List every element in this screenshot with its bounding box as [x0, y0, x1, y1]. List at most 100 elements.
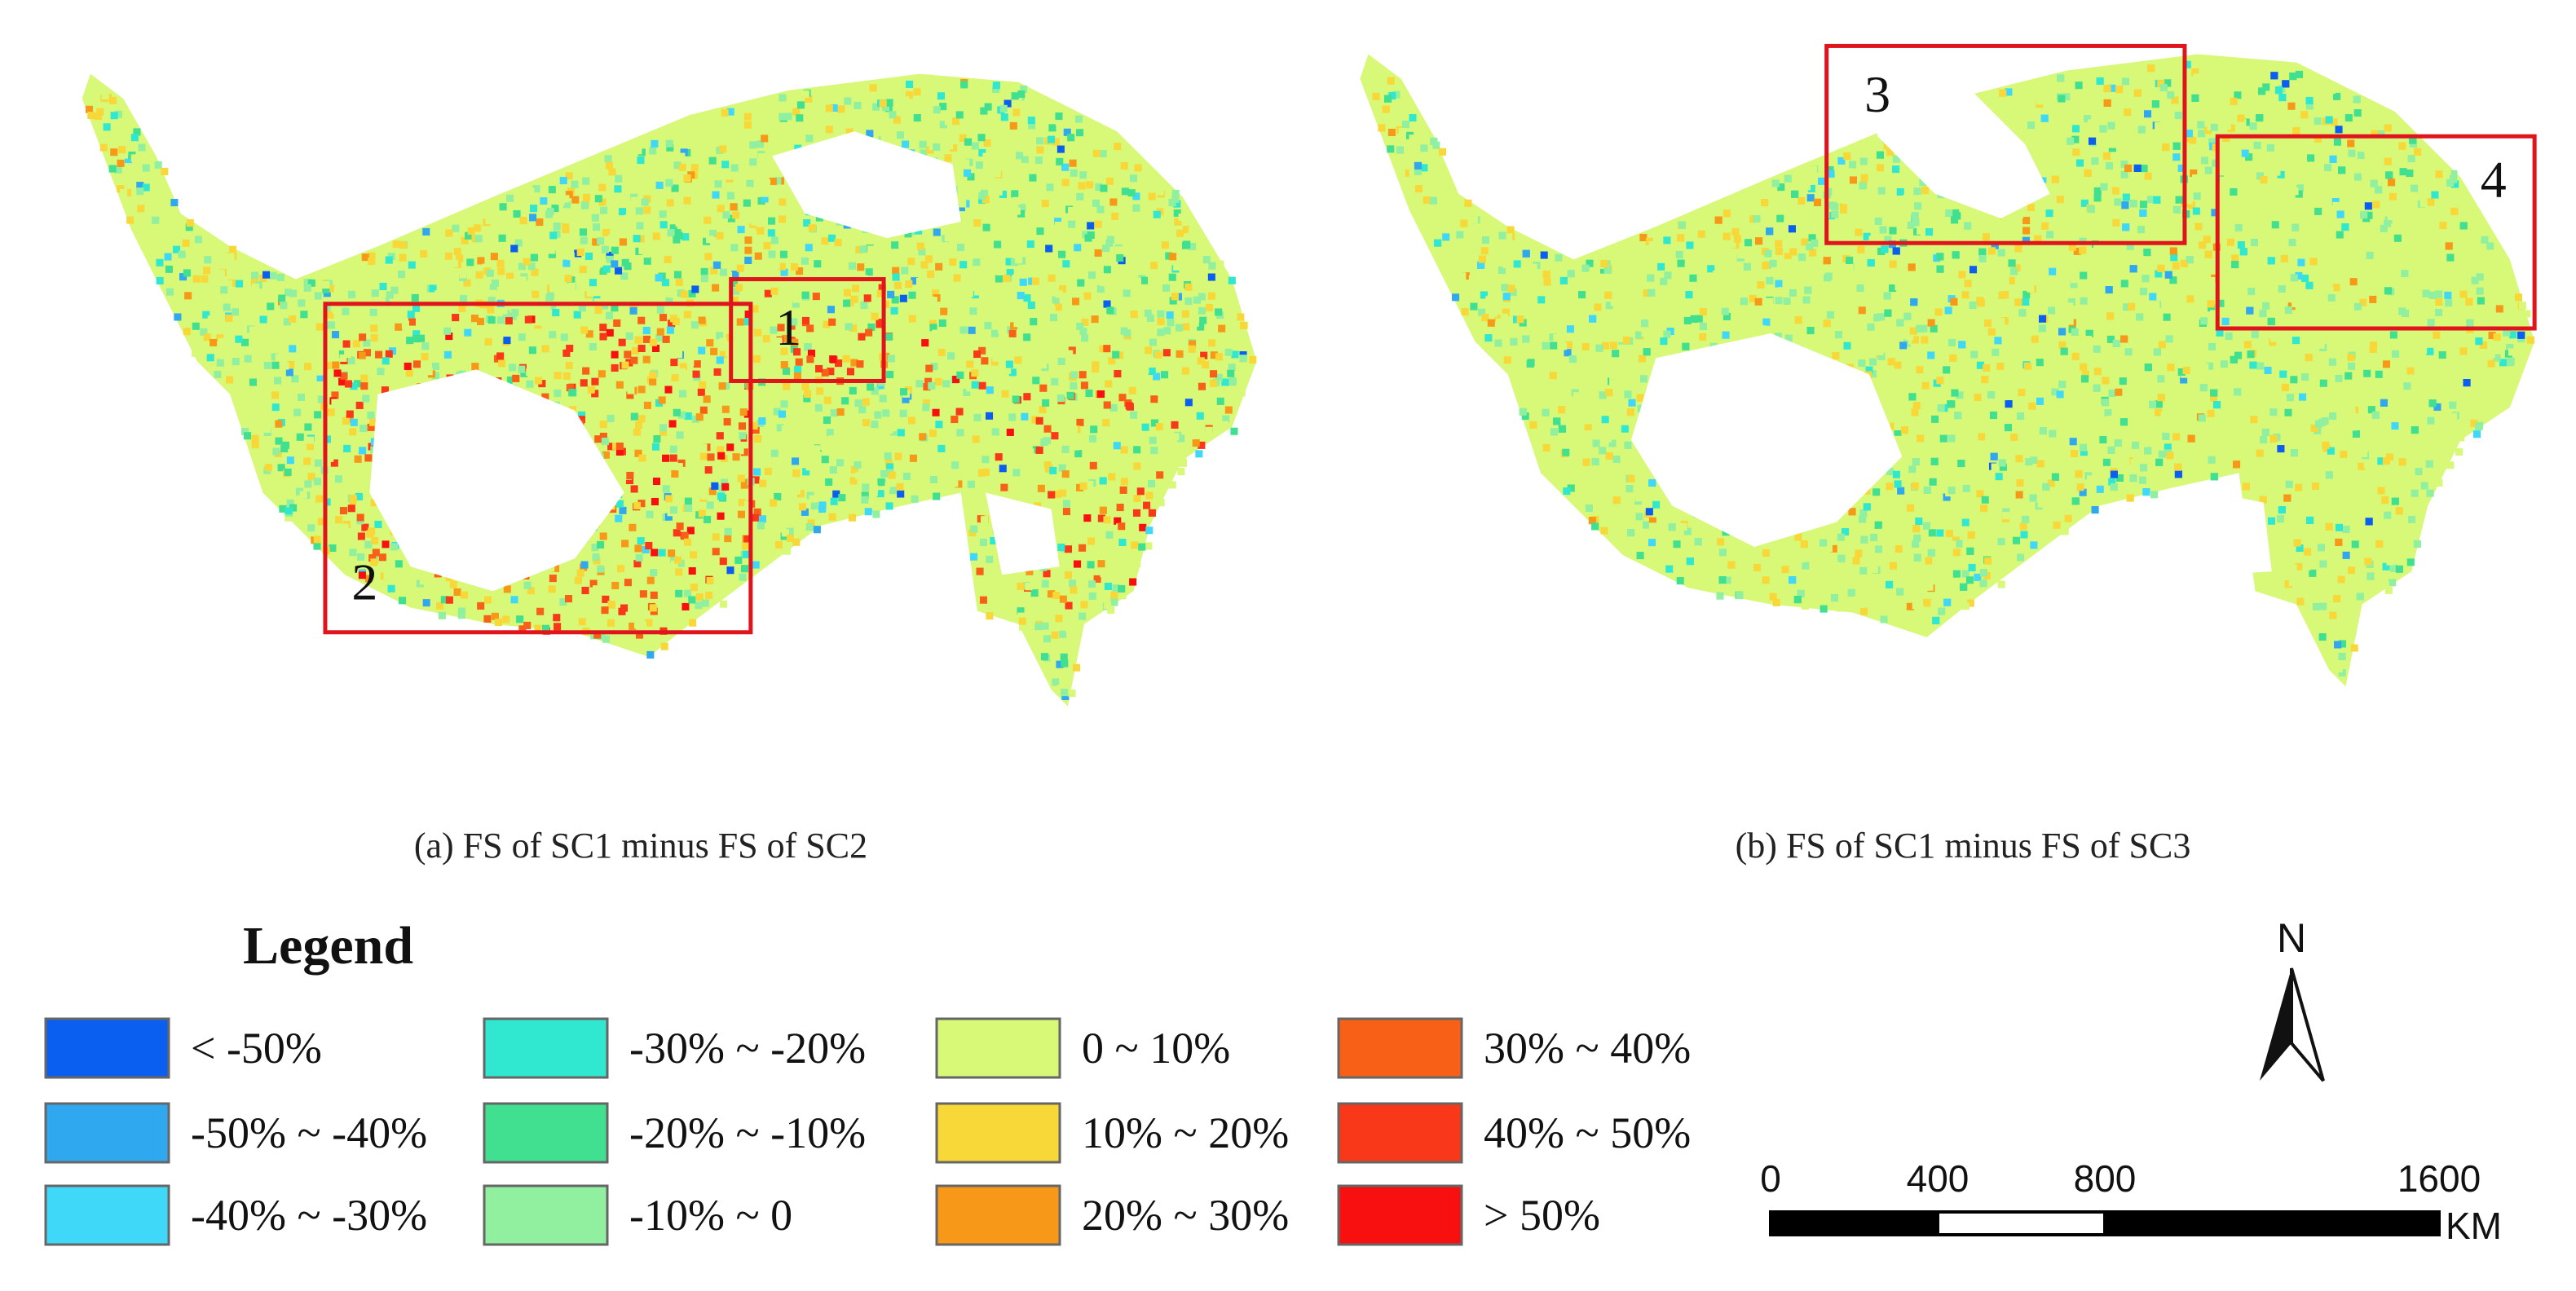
raster-cell	[580, 379, 588, 387]
raster-cell	[740, 448, 748, 456]
raster-cell	[1087, 271, 1096, 280]
raster-cell	[2327, 447, 2335, 455]
raster-cell	[1737, 251, 1745, 259]
raster-cell	[1505, 233, 1513, 241]
raster-cell	[568, 389, 576, 397]
raster-cell	[363, 349, 371, 357]
raster-cell	[1599, 447, 1607, 455]
raster-cell	[963, 388, 971, 397]
raster-cell	[1061, 178, 1070, 187]
raster-cell	[2124, 164, 2133, 172]
raster-cell	[948, 245, 956, 253]
raster-cell	[889, 424, 897, 432]
raster-cell	[2016, 210, 2024, 218]
raster-cell	[1917, 227, 1925, 235]
raster-cell	[547, 564, 555, 572]
raster-cell	[632, 346, 640, 355]
raster-cell	[486, 269, 494, 277]
raster-cell	[969, 337, 977, 346]
raster-cell	[2096, 485, 2104, 493]
raster-cell	[2389, 192, 2397, 200]
raster-cell	[606, 255, 614, 263]
raster-cell	[830, 497, 838, 505]
raster-cell	[2296, 432, 2305, 440]
raster-cell	[446, 367, 454, 375]
raster-cell	[586, 289, 594, 297]
raster-cell	[285, 513, 293, 522]
raster-cell	[2247, 350, 2255, 359]
raster-cell	[2121, 77, 2130, 86]
raster-cell	[2247, 288, 2256, 296]
raster-cell	[2433, 331, 2441, 339]
raster-cell	[1586, 407, 1595, 415]
raster-cell	[716, 356, 724, 364]
raster-cell	[1111, 212, 1119, 221]
raster-cell	[2100, 183, 2108, 191]
raster-cell	[156, 258, 164, 267]
raster-cell	[1007, 302, 1015, 311]
raster-cell	[1061, 692, 1070, 700]
raster-cell	[783, 547, 792, 555]
raster-cell	[2287, 417, 2296, 425]
raster-cell	[108, 165, 117, 173]
raster-cell	[1116, 253, 1124, 262]
raster-cell	[364, 575, 373, 583]
raster-cell	[457, 611, 465, 619]
raster-cell	[1171, 421, 1179, 429]
raster-cell	[1663, 236, 1671, 245]
raster-cell	[933, 492, 941, 500]
raster-cell	[761, 195, 769, 203]
raster-cell	[1894, 428, 1902, 436]
raster-cell	[717, 446, 725, 454]
raster-cell	[951, 82, 959, 90]
raster-cell	[1052, 678, 1060, 686]
raster-cell	[1859, 365, 1867, 373]
raster-cell	[2377, 130, 2385, 138]
raster-cell	[2324, 164, 2332, 172]
raster-cell	[2062, 93, 2071, 101]
raster-cell	[2371, 148, 2380, 156]
raster-cell	[101, 92, 109, 100]
raster-cell	[124, 156, 133, 164]
raster-cell	[1997, 249, 2005, 257]
raster-cell	[1388, 92, 1396, 100]
raster-cell	[519, 280, 527, 289]
raster-cell	[2010, 433, 2018, 442]
raster-cell	[548, 246, 556, 254]
raster-cell	[2367, 406, 2375, 414]
raster-cell	[399, 597, 407, 605]
raster-cell	[1216, 397, 1224, 405]
raster-cell	[251, 434, 259, 443]
raster-cell	[326, 284, 334, 293]
raster-cell	[422, 599, 430, 607]
raster-cell	[886, 463, 894, 471]
raster-cell	[576, 569, 584, 577]
raster-cell	[791, 338, 799, 346]
raster-cell	[553, 614, 561, 622]
raster-cell	[2514, 293, 2523, 302]
raster-cell	[1969, 266, 1978, 274]
raster-cell	[1749, 294, 1757, 302]
raster-cell	[322, 280, 330, 289]
raster-cell	[1021, 598, 1030, 606]
raster-cell	[753, 468, 761, 476]
raster-cell	[395, 323, 403, 331]
raster-cell	[514, 239, 523, 247]
raster-cell	[1610, 254, 1618, 262]
raster-cell	[1147, 178, 1155, 187]
raster-cell	[1202, 255, 1211, 264]
raster-cell	[675, 463, 683, 471]
raster-cell	[641, 198, 649, 206]
raster-cell	[1857, 245, 1865, 253]
raster-cell	[649, 338, 658, 346]
raster-cell	[482, 263, 490, 271]
raster-cell	[1683, 527, 1692, 535]
raster-cell	[960, 459, 968, 467]
raster-cell	[578, 411, 586, 419]
raster-cell	[1195, 450, 1203, 458]
raster-cell	[332, 331, 340, 339]
raster-cell	[1215, 308, 1223, 316]
raster-cell	[1928, 529, 1936, 537]
raster-cell	[772, 261, 780, 270]
raster-cell	[1549, 323, 1557, 331]
